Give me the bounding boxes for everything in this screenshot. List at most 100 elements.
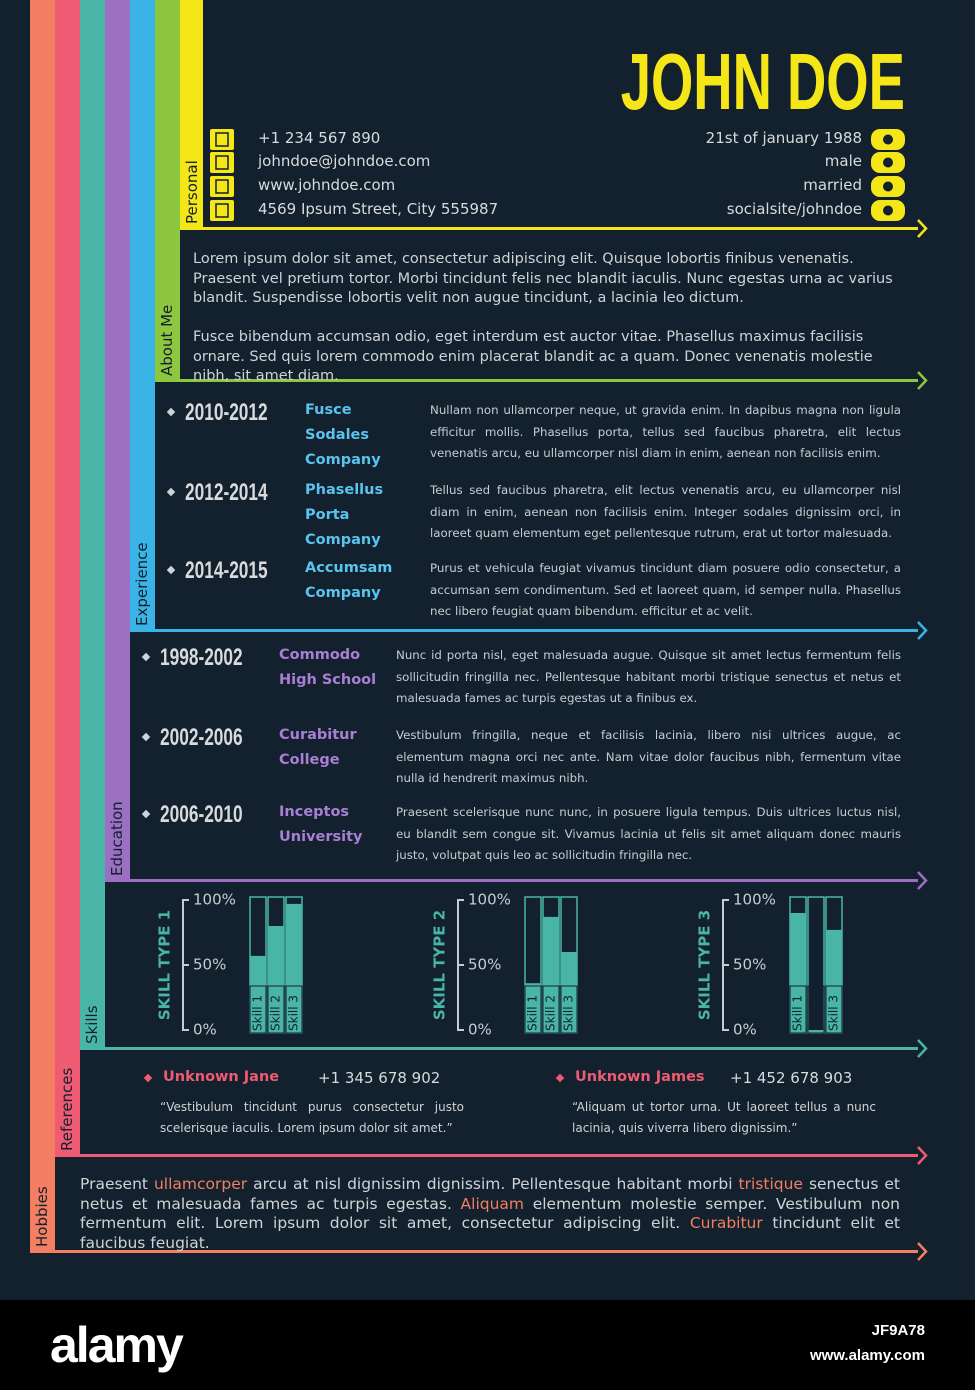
arrow	[917, 371, 928, 390]
text: elementum molestie semper. Vestibulum no…	[80, 1194, 901, 1233]
image-id: JF9A78	[871, 1322, 925, 1339]
bar-label-frame	[249, 985, 267, 1034]
icon-glyph	[883, 157, 893, 168]
org: Inceptos University	[279, 804, 363, 845]
org: Commodo High School	[279, 647, 377, 688]
bar-label-frame	[825, 985, 843, 1034]
text: arcu at nisl dignissim dignissim. Pellen…	[247, 1175, 739, 1193]
text: Praesent	[80, 1175, 154, 1193]
bar	[561, 952, 577, 1033]
tick-label: 50%	[193, 956, 226, 974]
section-label: Skills	[83, 1005, 101, 1044]
bar-label-frame	[285, 985, 303, 1034]
description: Vestibulum fringilla, neque et facilisis…	[396, 728, 901, 785]
bar-label: Skill 3	[562, 995, 576, 1031]
bar-label: Skill 1	[791, 995, 805, 1031]
bullet	[143, 1073, 153, 1083]
bar-label-frame	[560, 985, 578, 1034]
ref-name: Unknown Jane	[163, 1069, 280, 1085]
contact-icon	[210, 200, 234, 221]
bar-label: Skill 2	[809, 995, 823, 1031]
bar	[268, 926, 284, 1033]
text: tincidunt elit et faucibus feugiat.	[80, 1214, 900, 1252]
detail-text: male	[824, 152, 862, 170]
chart-title: SKILL TYPE 3	[696, 910, 714, 1020]
years: 2006-2010	[160, 801, 243, 828]
years: 2002-2006	[160, 724, 243, 751]
years: 2010-2012	[185, 399, 268, 426]
section-label: Experience	[133, 542, 151, 626]
bar	[250, 955, 266, 1033]
tick-label: 50%	[733, 956, 766, 974]
text: senectus et netus et malesuada fames ac …	[80, 1175, 901, 1213]
hobbies: Praesent ullamcorper arcu at nisl dignis…	[80, 1175, 900, 1253]
description: Purus et vehicula feugiat vivamus tincid…	[430, 561, 901, 618]
section-line	[55, 1154, 918, 1157]
bar-label: Skill 3	[287, 995, 301, 1031]
bar	[543, 916, 559, 1033]
bar	[286, 903, 302, 1033]
contact-text: 4569 Ipsum Street, City 555987	[258, 200, 499, 218]
tick-label: 100%	[468, 891, 511, 909]
stripe	[130, 0, 155, 632]
bar-label: Skill 3	[827, 995, 841, 1031]
tick-label: 50%	[468, 956, 501, 974]
section-label: Hobbies	[33, 1186, 51, 1247]
bar	[790, 913, 806, 1033]
section-label: References	[58, 1067, 76, 1151]
chart-title: SKILL TYPE 1	[156, 910, 174, 1020]
section-label: Personal	[183, 160, 201, 224]
highlight: Aliquam	[460, 1194, 525, 1213]
description: Praesent scelerisque nunc nunc, in posue…	[396, 805, 901, 862]
section-line	[30, 1250, 918, 1253]
detail-text: 21st of january 1988	[705, 129, 862, 147]
org: Fusce Sodales Company	[305, 402, 381, 468]
bar	[826, 929, 842, 1033]
name: JOHN DOE	[620, 37, 905, 126]
icon-glyph	[883, 134, 893, 145]
section-label: Education	[108, 801, 126, 876]
tick-label: 0%	[733, 1021, 757, 1039]
years: 2014-2015	[185, 557, 268, 584]
contact-text: +1 234 567 890	[258, 129, 381, 147]
arrow	[917, 1242, 928, 1261]
org: Phasellus Porta Company	[305, 482, 384, 548]
section-line	[105, 879, 918, 882]
stripe	[155, 0, 180, 382]
bullet	[141, 732, 151, 742]
detail-text: socialsite/johndoe	[726, 200, 862, 218]
about-paragraph: Lorem ipsum dolor sit amet, consectetur …	[193, 251, 893, 306]
description: Nunc id porta nisl, eget malesuada augue…	[396, 648, 901, 705]
years: 1998-2002	[160, 644, 243, 671]
icon-glyph	[215, 132, 229, 147]
brand: alamy	[50, 1317, 184, 1373]
highlight: tristique	[738, 1175, 803, 1193]
tick-label: 0%	[193, 1021, 217, 1039]
stripe	[105, 0, 130, 882]
bar-label-frame	[267, 985, 285, 1034]
bar-label: Skill 1	[251, 995, 265, 1031]
stripe	[55, 0, 80, 1157]
about: Lorem ipsum dolor sit amet, consectetur …	[193, 250, 900, 387]
description: Tellus sed faucibus pharetra, elit lectu…	[430, 483, 901, 540]
ref-quote: “Aliquam ut tortor urna. Ut laoreet tell…	[572, 1100, 876, 1135]
icon-glyph	[883, 205, 893, 216]
stripe	[180, 0, 203, 230]
stripe	[30, 0, 55, 1253]
arrow	[917, 1039, 928, 1058]
arrow	[917, 621, 928, 640]
about-paragraph: Fusce bibendum accumsan odio, eget inter…	[193, 329, 873, 384]
bar-label: Skill 2	[544, 995, 558, 1031]
contact-icon	[210, 176, 234, 197]
tick-label: 100%	[193, 891, 236, 909]
chart-title: SKILL TYPE 2	[431, 910, 449, 1020]
bullet	[555, 1073, 565, 1083]
tick-label: 0%	[468, 1021, 492, 1039]
ref-phone: +1 345 678 902	[318, 1069, 441, 1087]
icon-glyph	[215, 179, 229, 194]
description: Nullam non ullamcorper neque, ut gravida…	[430, 403, 901, 460]
bar-label-frame	[524, 985, 542, 1034]
ref-name: Unknown James	[575, 1069, 705, 1085]
